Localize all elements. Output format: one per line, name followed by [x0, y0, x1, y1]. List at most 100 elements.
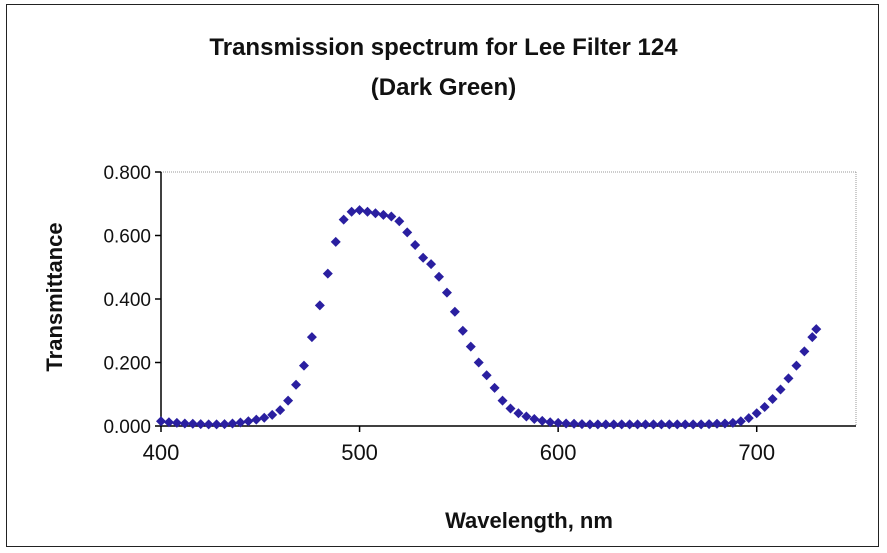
data-point	[656, 419, 667, 430]
chart-subtitle: (Dark Green)	[370, 74, 517, 101]
data-point	[799, 346, 810, 357]
data-point	[680, 419, 691, 430]
data-point	[251, 414, 262, 425]
y-tick-label: 0.400	[103, 290, 151, 311]
data-point	[505, 403, 516, 414]
data-point	[561, 418, 572, 429]
data-point	[537, 415, 548, 426]
data-point	[712, 418, 722, 429]
data-point	[227, 418, 238, 429]
data-point	[696, 419, 707, 430]
data-point	[688, 419, 699, 430]
data-point	[664, 419, 675, 430]
data-point	[386, 211, 397, 222]
data-point	[592, 419, 603, 430]
data-point	[187, 418, 198, 429]
data-point	[211, 419, 222, 430]
y-tick-label: 0.600	[103, 227, 151, 248]
plot-area	[160, 171, 857, 427]
y-tick-label: 0.800	[103, 163, 151, 184]
data-point	[283, 395, 294, 406]
data-point	[179, 418, 190, 429]
x-axis-label: Wavelength, nm	[445, 508, 613, 533]
data-point	[457, 325, 468, 336]
data-point	[811, 324, 822, 335]
data-point	[322, 268, 333, 279]
y-axis-ticks: 0.000 0.200 0.400 0.600 0.800	[103, 163, 161, 438]
data-point	[163, 417, 174, 428]
data-points	[156, 205, 822, 430]
data-point	[370, 208, 381, 219]
data-point	[481, 370, 492, 381]
data-point	[410, 240, 421, 251]
data-point	[426, 259, 437, 270]
data-point	[767, 394, 778, 405]
data-point	[298, 360, 309, 371]
data-point	[291, 379, 302, 390]
data-point	[449, 306, 460, 317]
x-tick-label: 700	[738, 440, 775, 465]
data-point	[704, 419, 715, 430]
data-point	[489, 382, 500, 393]
data-point	[672, 419, 683, 430]
data-point	[473, 357, 484, 368]
y-tick-label: 0.200	[103, 354, 151, 375]
data-point	[362, 206, 373, 217]
data-point	[569, 418, 580, 429]
data-point	[195, 419, 206, 430]
data-point	[354, 205, 365, 216]
data-point	[402, 227, 413, 238]
data-point	[497, 395, 508, 406]
data-point	[441, 287, 452, 298]
data-point	[640, 419, 651, 430]
data-point	[275, 405, 286, 416]
data-point	[576, 419, 587, 430]
data-point	[648, 419, 659, 430]
data-point	[465, 341, 476, 352]
data-point	[314, 300, 325, 311]
data-point	[791, 360, 802, 371]
data-point	[624, 419, 635, 430]
data-point	[394, 216, 405, 227]
data-point	[156, 416, 166, 427]
data-point	[807, 332, 818, 343]
y-axis-label: Transmittance	[42, 222, 67, 371]
data-point	[529, 414, 540, 425]
data-point	[608, 419, 619, 430]
data-point	[600, 419, 611, 430]
x-axis-ticks: 400 500 600 700	[143, 426, 775, 465]
data-point	[338, 214, 349, 225]
data-point	[553, 417, 564, 428]
x-tick-label: 400	[143, 440, 180, 465]
data-point	[719, 418, 730, 429]
data-point	[751, 408, 762, 419]
chart-title: Transmission spectrum for Lee Filter 124	[209, 34, 678, 61]
data-point	[783, 373, 794, 384]
data-point	[306, 332, 317, 343]
data-point	[346, 206, 357, 217]
data-point	[171, 417, 182, 428]
data-point	[434, 271, 444, 282]
data-point	[259, 412, 270, 423]
data-point	[775, 384, 786, 395]
data-point	[743, 413, 754, 424]
data-point	[267, 409, 278, 420]
data-point	[735, 416, 746, 427]
x-tick-label: 600	[540, 440, 577, 465]
data-point	[378, 209, 389, 220]
data-point	[243, 416, 254, 427]
data-point	[584, 419, 595, 430]
data-point	[727, 417, 738, 428]
data-point	[219, 419, 230, 430]
data-point	[330, 236, 341, 247]
data-point	[632, 419, 643, 430]
data-point	[203, 419, 214, 430]
data-point	[545, 417, 556, 428]
data-point	[418, 252, 429, 263]
data-point	[521, 411, 532, 422]
data-point	[759, 401, 770, 412]
data-point	[616, 419, 627, 430]
data-point	[513, 408, 524, 419]
y-tick-label: 0.000	[103, 417, 151, 438]
